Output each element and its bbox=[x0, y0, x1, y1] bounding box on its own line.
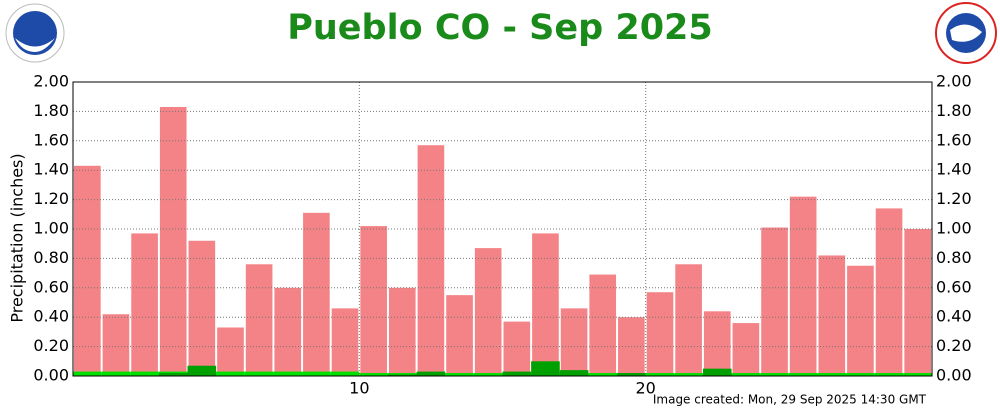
bar bbox=[73, 371, 102, 376]
y-tick-label: 0.20 bbox=[33, 336, 69, 355]
y-tick-label: 1.20 bbox=[33, 189, 69, 208]
bar bbox=[158, 373, 188, 376]
bar bbox=[617, 373, 646, 376]
bar bbox=[217, 327, 244, 376]
bar bbox=[446, 295, 473, 376]
bar bbox=[646, 292, 674, 376]
y-tick-label: 0.00 bbox=[33, 366, 69, 385]
bar bbox=[760, 373, 789, 376]
bar bbox=[330, 371, 360, 376]
bar bbox=[674, 373, 703, 376]
bar bbox=[216, 371, 245, 376]
y2-tick-label: 2.00 bbox=[936, 72, 972, 91]
y-tick-label: 0.80 bbox=[33, 248, 69, 267]
footer: Image created: Mon, 29 Sep 2025 14:30 GM… bbox=[653, 393, 927, 407]
y2-tick-label: 0.00 bbox=[936, 366, 972, 385]
y2-tick-label: 1.00 bbox=[936, 219, 972, 238]
bar bbox=[847, 265, 874, 376]
bar bbox=[360, 226, 387, 376]
bar bbox=[244, 371, 274, 376]
y-tick-label: 1.80 bbox=[33, 101, 69, 120]
bar bbox=[788, 373, 818, 376]
bar bbox=[131, 233, 158, 376]
bar bbox=[102, 314, 130, 376]
y2-tick-label: 0.40 bbox=[936, 307, 972, 326]
bar bbox=[818, 255, 846, 376]
bar bbox=[159, 106, 187, 377]
y2-tick-label: 1.80 bbox=[936, 101, 972, 120]
bar bbox=[331, 308, 359, 376]
y-tick-label: 1.60 bbox=[33, 130, 69, 149]
bar bbox=[904, 229, 931, 376]
y2-tick-label: 0.80 bbox=[936, 248, 972, 267]
bar bbox=[503, 321, 531, 376]
bar bbox=[473, 373, 503, 376]
bar bbox=[359, 373, 388, 376]
bar bbox=[789, 196, 817, 376]
chart-title: Pueblo CO - Sep 2025 bbox=[287, 8, 713, 48]
y-tick-label: 0.40 bbox=[33, 307, 69, 326]
y2-tick-label: 1.20 bbox=[936, 189, 972, 208]
bar bbox=[645, 373, 675, 376]
bar bbox=[903, 373, 932, 376]
bar bbox=[130, 371, 159, 376]
y2-tick-label: 0.60 bbox=[936, 277, 972, 296]
bar bbox=[560, 308, 588, 376]
y2-tick-label: 0.20 bbox=[936, 336, 972, 355]
bar bbox=[532, 233, 559, 376]
bar bbox=[188, 240, 216, 376]
y2-tick-label: 1.40 bbox=[936, 160, 972, 179]
bar bbox=[245, 264, 273, 376]
bar bbox=[874, 373, 904, 376]
x-tick-label: 20 bbox=[635, 379, 655, 398]
bar bbox=[531, 361, 560, 376]
y-axis-label: Precipitation (inches) bbox=[8, 153, 27, 322]
bar bbox=[474, 248, 502, 376]
y-tick-label: 1.40 bbox=[33, 160, 69, 179]
bar bbox=[445, 373, 474, 376]
y-tick-label: 1.00 bbox=[33, 219, 69, 238]
noaa-logo bbox=[5, 3, 65, 63]
bar bbox=[187, 365, 217, 376]
bar bbox=[416, 371, 446, 376]
bar bbox=[703, 311, 731, 376]
bar bbox=[732, 323, 760, 376]
bar bbox=[303, 212, 330, 376]
bar bbox=[302, 371, 331, 376]
bar bbox=[74, 165, 101, 376]
y-tick-label: 2.00 bbox=[33, 72, 69, 91]
bar bbox=[417, 145, 445, 376]
bar bbox=[388, 287, 416, 376]
bar bbox=[274, 287, 302, 376]
y2-tick-label: 1.60 bbox=[936, 130, 972, 149]
bar bbox=[702, 368, 732, 376]
bar bbox=[502, 371, 532, 376]
x-tick-label: 10 bbox=[349, 379, 369, 398]
bar bbox=[875, 208, 903, 376]
y-tick-label: 0.60 bbox=[33, 277, 69, 296]
bar bbox=[559, 370, 589, 376]
nws-logo bbox=[935, 2, 997, 64]
bar bbox=[761, 227, 788, 376]
bar bbox=[387, 374, 417, 376]
bar bbox=[675, 264, 702, 376]
bar bbox=[101, 371, 131, 376]
bar bbox=[588, 373, 618, 376]
bar bbox=[589, 274, 617, 376]
bar bbox=[817, 373, 847, 376]
bar bbox=[273, 371, 303, 376]
bar bbox=[846, 373, 875, 376]
bar bbox=[731, 373, 761, 376]
plot-frame bbox=[72, 81, 933, 377]
